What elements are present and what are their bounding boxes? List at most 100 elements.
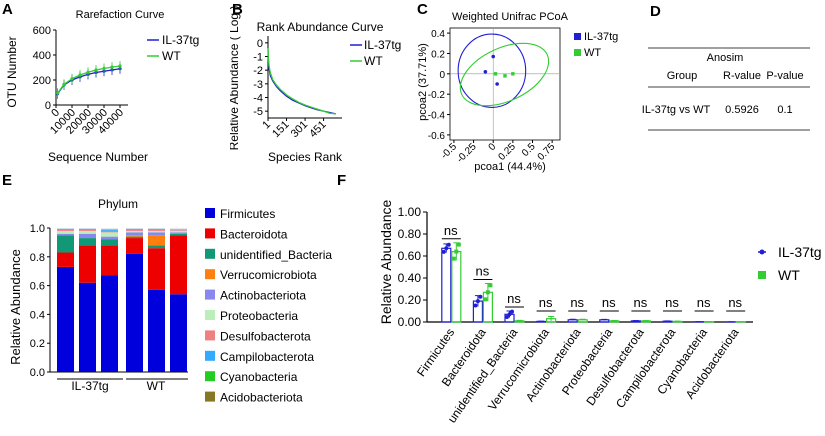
bar-segment-bacteroidota bbox=[101, 245, 118, 276]
plot-frame bbox=[449, 27, 561, 141]
bar-segment-campilobacterota bbox=[148, 228, 165, 230]
panel-a-rarefaction: Rarefaction Curve 0 200 400 600 0 10000 20000 3… bbox=[0, 0, 230, 170]
legend-swatch bbox=[205, 248, 215, 259]
bar-segment-verrucomicrobiota bbox=[148, 235, 165, 246]
legend-swatch bbox=[205, 269, 215, 280]
panel-f-phylum-comparison: 0.00 0.20 0.40 0.60 0.80 1.00 Relative Abunda… bbox=[335, 172, 825, 436]
legend-label: Actinobacteriota bbox=[220, 289, 306, 303]
legend-label-wt: WT bbox=[584, 47, 601, 59]
legend-label-wt: WT bbox=[162, 49, 181, 63]
legend-label: Desulfobacterota bbox=[220, 329, 311, 343]
data-point bbox=[86, 70, 90, 74]
y-tick-label: -1 bbox=[253, 52, 263, 64]
bar-segment-verrucomicrobiota bbox=[126, 235, 143, 237]
data-point bbox=[493, 72, 498, 76]
y-tick-label: 0 bbox=[45, 100, 51, 112]
legend-label-il37tg: IL-37tg bbox=[162, 33, 199, 47]
panel-label-e: E bbox=[2, 172, 13, 189]
y-tick-label: 1.0 bbox=[30, 223, 45, 235]
bar-segment-unidentified_bacteria bbox=[57, 235, 74, 253]
bar-segment-firmicutes bbox=[57, 266, 74, 372]
y-tick-label: 0.40 bbox=[398, 271, 422, 285]
y-tick-label: 1.00 bbox=[398, 205, 422, 219]
data-point bbox=[510, 309, 514, 314]
data-point bbox=[478, 294, 483, 299]
bar-segment-desulfobacterota bbox=[57, 229, 74, 231]
bar-segment-actinobacteriota bbox=[126, 232, 143, 236]
x-tick-label: 0.75 bbox=[536, 141, 558, 163]
significance-label: ns bbox=[507, 291, 521, 306]
legend-label: Cyanobacteria bbox=[220, 370, 298, 384]
significance-label: ns bbox=[697, 295, 711, 310]
panel-d-anosim: Anosim Group R-value P-value IL-37tg vs … bbox=[640, 0, 825, 170]
bar-segment-firmicutes bbox=[79, 282, 96, 372]
table-cell-pvalue: 0.1 bbox=[777, 104, 792, 116]
bar-segment-others bbox=[79, 228, 96, 229]
y-tick-label: -3 bbox=[253, 79, 263, 91]
data-point bbox=[483, 297, 488, 302]
x-axis-label: Sequence Number bbox=[48, 150, 148, 164]
chart-title: Rarefaction Curve bbox=[76, 9, 165, 21]
legend-swatch-il37tg bbox=[574, 33, 581, 40]
x-tick-label: 0 bbox=[487, 141, 499, 153]
bar-segment-desulfobacterota bbox=[148, 229, 165, 231]
panel-b-rank-abundance: Rank Abundance Curve 0 -1 -2 -3 -4 -5 1 151 301 4… bbox=[230, 0, 410, 170]
data-point bbox=[475, 299, 480, 304]
bar-segment-desulfobacterota bbox=[170, 230, 187, 231]
data-point bbox=[483, 69, 488, 74]
legend-label-il37tg: IL-37tg bbox=[584, 31, 618, 43]
y-tick-label: 0 bbox=[257, 38, 263, 50]
bar-segment-desulfobacterota bbox=[101, 230, 118, 233]
y-axis-label: Relative Abundance ( Log ) bbox=[230, 6, 241, 151]
legend-label-il37tg: IL-37tg bbox=[364, 38, 401, 52]
y-tick-label: 0.60 bbox=[398, 249, 422, 263]
bar-segment-proteobacteria bbox=[79, 230, 96, 234]
chart-title: Rank Abundance Curve bbox=[257, 20, 384, 34]
bar-wt bbox=[451, 250, 462, 323]
table-cell-group: IL-37tg vs WT bbox=[642, 104, 711, 116]
y-tick-label: -5 bbox=[253, 106, 263, 118]
bar-segment-unidentified_bacteria bbox=[126, 236, 143, 239]
legend-label: Proteobacteria bbox=[220, 309, 298, 323]
x-tick-label: 0.25 bbox=[496, 141, 518, 163]
x-tick-label: 451 bbox=[307, 119, 328, 140]
series-line-wt bbox=[267, 48, 336, 115]
y-tick-label: -0.6 bbox=[428, 131, 446, 142]
data-point bbox=[454, 249, 459, 254]
bar-segment-unidentified_bacteria bbox=[101, 239, 118, 246]
pcoa-chart: Weighted Unifrac PCoA 0.4 0.2 0 -0.2 -0.4 -0.… bbox=[417, 11, 618, 173]
panel-e-phylum: Phylum 0.0 0.2 0.4 0.6 0.8 1.0 Relative Abund… bbox=[0, 172, 335, 436]
bar-segment-others bbox=[101, 228, 118, 230]
data-point bbox=[456, 242, 461, 247]
y-tick-label: -2 bbox=[253, 65, 263, 77]
rarefaction-chart: Rarefaction Curve 0200400600010000200003… bbox=[5, 9, 199, 164]
panel-label-d: D bbox=[650, 3, 661, 20]
legend-swatch bbox=[205, 350, 215, 361]
legend-swatch bbox=[205, 330, 215, 341]
bar-segment-desulfobacterota bbox=[79, 229, 96, 231]
bar-segment-bacteroidota bbox=[170, 235, 187, 295]
legend-swatch bbox=[205, 391, 215, 402]
legend-swatch bbox=[205, 208, 215, 218]
table-cell-rvalue: 0.5926 bbox=[725, 104, 759, 116]
y-tick-label: 400 bbox=[33, 50, 51, 62]
data-point bbox=[473, 303, 478, 308]
table-title: Anosim bbox=[707, 52, 744, 64]
data-point bbox=[511, 72, 515, 76]
data-point bbox=[451, 256, 456, 261]
bar-segment-campilobacterota bbox=[101, 229, 118, 231]
legend-swatch bbox=[205, 289, 215, 300]
bar-segment-firmicutes bbox=[170, 294, 187, 372]
bar-segment-proteobacteria bbox=[126, 230, 143, 233]
y-tick-label: 0.4 bbox=[431, 29, 445, 40]
data-point bbox=[62, 82, 66, 86]
legend-label: Acidobacteriota bbox=[220, 391, 303, 405]
significance-label: ns bbox=[570, 295, 584, 310]
table-header-rvalue: R-value bbox=[723, 70, 761, 82]
y-axis-label: Relative Abundance bbox=[378, 200, 394, 325]
group-label-wt: WT bbox=[147, 379, 166, 393]
legend-label-wt: WT bbox=[364, 54, 383, 68]
data-point bbox=[102, 66, 106, 71]
data-point bbox=[491, 54, 496, 59]
significance-label: ns bbox=[728, 295, 742, 310]
